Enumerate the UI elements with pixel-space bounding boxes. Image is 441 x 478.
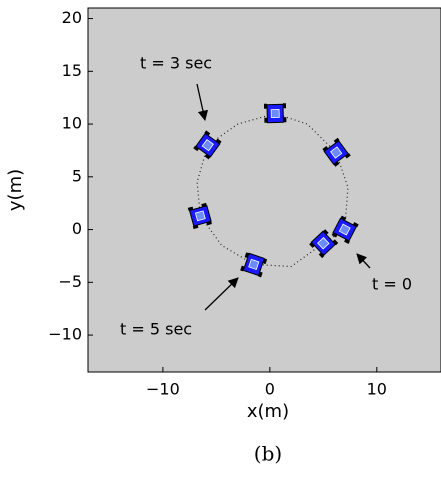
x-tick-label: −10 [146, 380, 180, 399]
robot-wheel [240, 265, 245, 272]
y-tick-label: −5 [58, 272, 82, 291]
y-tick-label: 10 [62, 114, 82, 133]
robot [309, 229, 339, 259]
x-axis-label: x(m) [247, 401, 289, 422]
robot [240, 252, 268, 278]
robot-top [338, 223, 351, 236]
y-axis-label: y(m) [5, 169, 26, 211]
annotation-arrow [356, 253, 371, 269]
robot-wheel [262, 258, 268, 265]
robot-wheel [332, 239, 339, 246]
y-tick-label: 5 [72, 166, 82, 185]
robot-wheel [264, 117, 268, 123]
y-tick-label: 20 [62, 8, 82, 27]
robot-wheel [263, 103, 268, 109]
robot-wheel [282, 103, 287, 109]
robot [187, 202, 212, 230]
robot-top [194, 210, 206, 222]
robot-wheel [193, 145, 200, 152]
trajectory [196, 112, 349, 268]
robot-top [248, 258, 260, 270]
robot-wheel [352, 222, 359, 228]
robot-wheel [258, 271, 263, 278]
plot-area [87, 7, 441, 373]
robot-top [201, 139, 214, 152]
annotation-arrow [204, 277, 239, 311]
robot-wheel [215, 138, 222, 144]
robot-wheel [344, 238, 350, 244]
y-tick-label: 0 [72, 219, 82, 238]
robot-wheel [333, 161, 340, 167]
robot [193, 130, 222, 160]
robot-wheel [244, 252, 250, 259]
x-tick-label: 0 [265, 380, 275, 399]
robot-top [330, 146, 343, 159]
robot-wheel [333, 137, 340, 144]
annotation: t = 0 [372, 275, 412, 294]
caption: (b) [254, 442, 282, 466]
annotation: t = 5 sec [120, 320, 192, 339]
robot-wheel [283, 117, 287, 123]
robot-wheel [309, 242, 315, 248]
annotation-arrow [196, 83, 209, 122]
robot [331, 215, 359, 244]
robot-wheel [323, 229, 329, 235]
y-tick-label: 15 [62, 61, 82, 80]
robot-top [270, 108, 280, 119]
robot-wheel [204, 153, 211, 160]
robot-wheel [318, 252, 325, 259]
y-tick-label: −10 [48, 325, 82, 344]
robot-wheel [340, 215, 347, 221]
robot-wheel [322, 146, 329, 152]
robot [263, 103, 287, 124]
robot-wheel [204, 130, 211, 136]
robot-wheel [344, 153, 351, 159]
robot-wheel [331, 232, 338, 238]
robot-top [317, 237, 330, 250]
annotation: t = 3 sec [140, 54, 212, 73]
robot [322, 137, 351, 167]
x-tick-label: 10 [367, 380, 387, 399]
